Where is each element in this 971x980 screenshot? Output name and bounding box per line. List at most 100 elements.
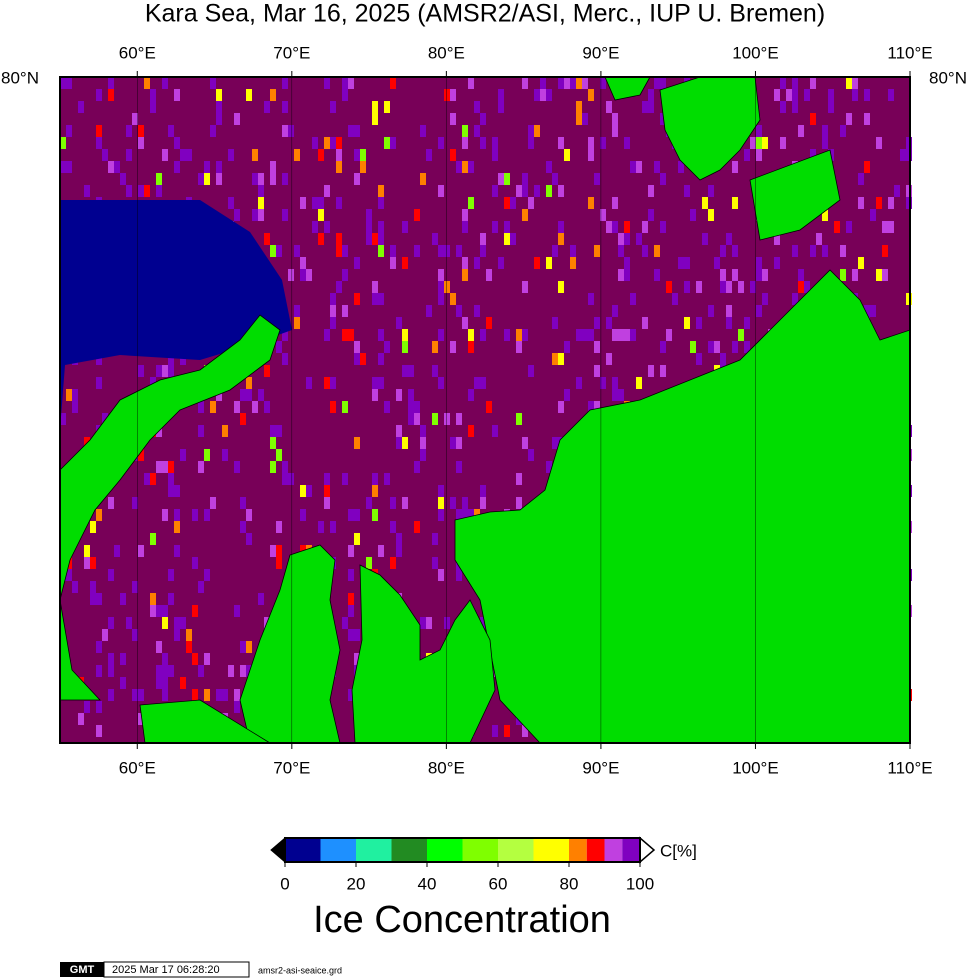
ice-pixel — [198, 401, 204, 413]
ice-pixel — [480, 233, 486, 245]
ice-pixel — [372, 293, 378, 305]
land — [59, 314, 281, 601]
ice-pixel — [606, 353, 612, 365]
ice-pixel — [438, 245, 444, 257]
ice-pixel — [378, 245, 384, 257]
ice-pixel — [522, 209, 528, 221]
ice-pixel — [858, 197, 864, 209]
ice-pixel — [462, 509, 468, 521]
ice-pixel — [696, 281, 702, 293]
ice-pixel — [624, 329, 630, 341]
ice-pixel — [342, 77, 348, 89]
ice-pixel — [402, 257, 408, 269]
ice-pixel — [726, 233, 732, 245]
ice-pixel — [228, 197, 234, 209]
ice-pixel — [564, 77, 570, 89]
ice-pixel — [426, 617, 432, 629]
ice-pixel — [516, 329, 522, 341]
ice-pixel — [456, 305, 462, 317]
ice-pixel — [594, 365, 600, 377]
ice-pixel — [840, 245, 846, 257]
ice-pixel — [660, 113, 666, 125]
ice-pixel — [570, 257, 576, 269]
ice-pixel — [222, 689, 228, 701]
ice-pixel — [60, 161, 66, 173]
ice-pixel — [618, 329, 624, 341]
ice-pixel — [822, 245, 828, 257]
ice-pixel — [756, 269, 762, 281]
ice-pixel — [882, 245, 888, 257]
ice-pixel — [354, 353, 360, 365]
ice-pixel — [204, 509, 210, 521]
ice-pixel — [558, 233, 564, 245]
ice-pixel — [408, 365, 414, 377]
ice-pixel — [600, 377, 606, 389]
ice-pixel — [120, 677, 126, 689]
ice-pixel — [60, 77, 66, 89]
ice-pixel — [612, 329, 618, 341]
ice-pixel — [528, 365, 534, 377]
ice-pixel — [300, 197, 306, 209]
ice-pixel — [150, 89, 156, 101]
ice-pixel — [558, 281, 564, 293]
ice-pixel — [606, 101, 612, 113]
ice-pixel — [108, 653, 114, 665]
ice-pixel — [108, 665, 114, 677]
colorbar-tick-label: 20 — [347, 874, 366, 893]
ice-pixel — [438, 329, 444, 341]
ice-pixel — [354, 533, 360, 545]
ice-pixel — [240, 641, 246, 653]
ice-pixel — [396, 437, 402, 449]
ice-pixel — [288, 269, 294, 281]
ice-pixel — [576, 113, 582, 125]
ice-pixel — [162, 677, 168, 689]
ice-pixel — [66, 161, 72, 173]
ice-pixel — [372, 389, 378, 401]
ice-pixel — [642, 245, 648, 257]
ice-pixel — [126, 149, 132, 161]
ice-pixel — [246, 89, 252, 101]
ice-pixel — [246, 377, 252, 389]
ice-pixel — [198, 173, 204, 185]
ice-pixel — [84, 557, 90, 569]
ice-pixel — [420, 449, 426, 461]
ice-pixel — [876, 137, 882, 149]
ice-pixel — [168, 593, 174, 605]
ice-pixel — [834, 221, 840, 233]
ice-pixel — [318, 209, 324, 221]
ice-pixel — [252, 401, 258, 413]
ice-pixel — [684, 185, 690, 197]
ice-pixel — [132, 113, 138, 125]
ice-pixel — [174, 509, 180, 521]
ice-pixel — [462, 221, 468, 233]
ice-pixel — [96, 509, 102, 521]
ice-pixel — [432, 365, 438, 377]
ice-pixel — [336, 197, 342, 209]
ice-pixel — [342, 617, 348, 629]
ice-pixel — [252, 209, 258, 221]
ice-pixel — [486, 317, 492, 329]
ice-pixel — [774, 257, 780, 269]
ice-pixel — [888, 89, 894, 101]
ice-pixel — [96, 89, 102, 101]
ice-pixel — [312, 197, 318, 209]
ice-pixel — [360, 161, 366, 173]
ice-pixel — [168, 485, 174, 497]
ice-pixel — [756, 125, 762, 137]
ice-pixel — [138, 137, 144, 149]
ice-pixel — [618, 269, 624, 281]
ice-pixel — [342, 329, 348, 341]
ice-pixel — [726, 281, 732, 293]
ice-pixel — [612, 197, 618, 209]
ice-pixel — [168, 665, 174, 677]
ice-pixel — [96, 593, 102, 605]
ice-pixel — [264, 401, 270, 413]
ice-pixel — [180, 149, 186, 161]
ice-pixel — [192, 557, 198, 569]
ice-pixel — [558, 353, 564, 365]
ice-pixel — [342, 473, 348, 485]
ice-pixel — [492, 185, 498, 197]
ice-pixel — [558, 401, 564, 413]
ice-pixel — [474, 305, 480, 317]
ice-pixel — [114, 545, 120, 557]
